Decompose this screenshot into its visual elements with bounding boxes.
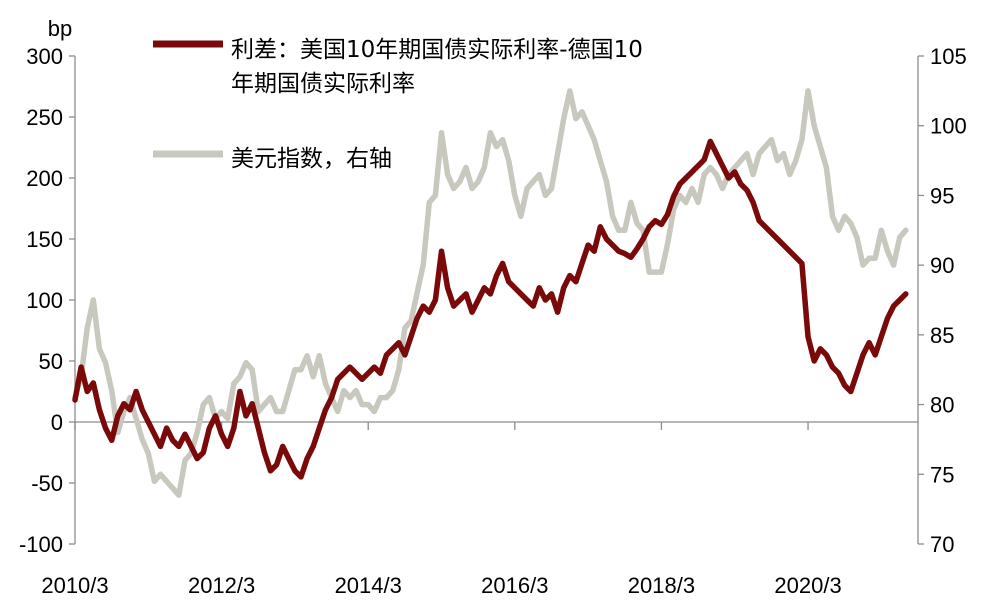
left-axis-tick-label: 50 — [39, 349, 63, 374]
right-axis-tick-label: 95 — [930, 183, 954, 208]
series-line-spread — [72, 138, 909, 480]
left-axis-tick-label: 0 — [51, 410, 63, 435]
x-axis-tick-label: 2010/3 — [41, 573, 108, 598]
right-axis-tick-label: 105 — [930, 44, 967, 69]
left-axis-tick-label: 200 — [26, 166, 63, 191]
x-axis-tick-label: 2016/3 — [481, 573, 548, 598]
left-axis-tick-label: 100 — [26, 288, 63, 313]
left-axis-tick-label: 300 — [26, 44, 63, 69]
right-axis-tick-label: 80 — [930, 393, 954, 418]
left-axis-unit-label: bp — [48, 16, 72, 41]
left-axis-tick-label: -50 — [31, 471, 63, 496]
legend-label: 利差：美国10年期国债实际利率-德国10 — [231, 37, 643, 63]
left-axis-tick-label: 150 — [26, 227, 63, 252]
left-axis-tick-label: 250 — [26, 105, 63, 130]
series-line-dollar-index — [72, 88, 909, 498]
right-axis-tick-label: 85 — [930, 323, 954, 348]
right-axis-tick-label: 75 — [930, 462, 954, 487]
series-group — [72, 88, 909, 498]
legend-label: 年期国债实际利率 — [231, 71, 415, 97]
x-axis-tick-label: 2014/3 — [335, 573, 402, 598]
right-axis-tick-label: 100 — [930, 114, 967, 139]
right-axis-tick-label: 90 — [930, 253, 954, 278]
axes: 300 250 200 150 100 50 0 -50 -100 bp 105 100 95 90 85 8… — [19, 16, 967, 598]
x-axis-tick-label: 2018/3 — [628, 573, 695, 598]
x-axis-tick-label: 2020/3 — [774, 573, 841, 598]
x-axis-tick-label: 2012/3 — [188, 573, 255, 598]
left-axis-tick-label: -100 — [19, 532, 63, 557]
legend-label: 美元指数，右轴 — [231, 146, 392, 172]
right-axis-tick-label: 70 — [930, 532, 954, 557]
